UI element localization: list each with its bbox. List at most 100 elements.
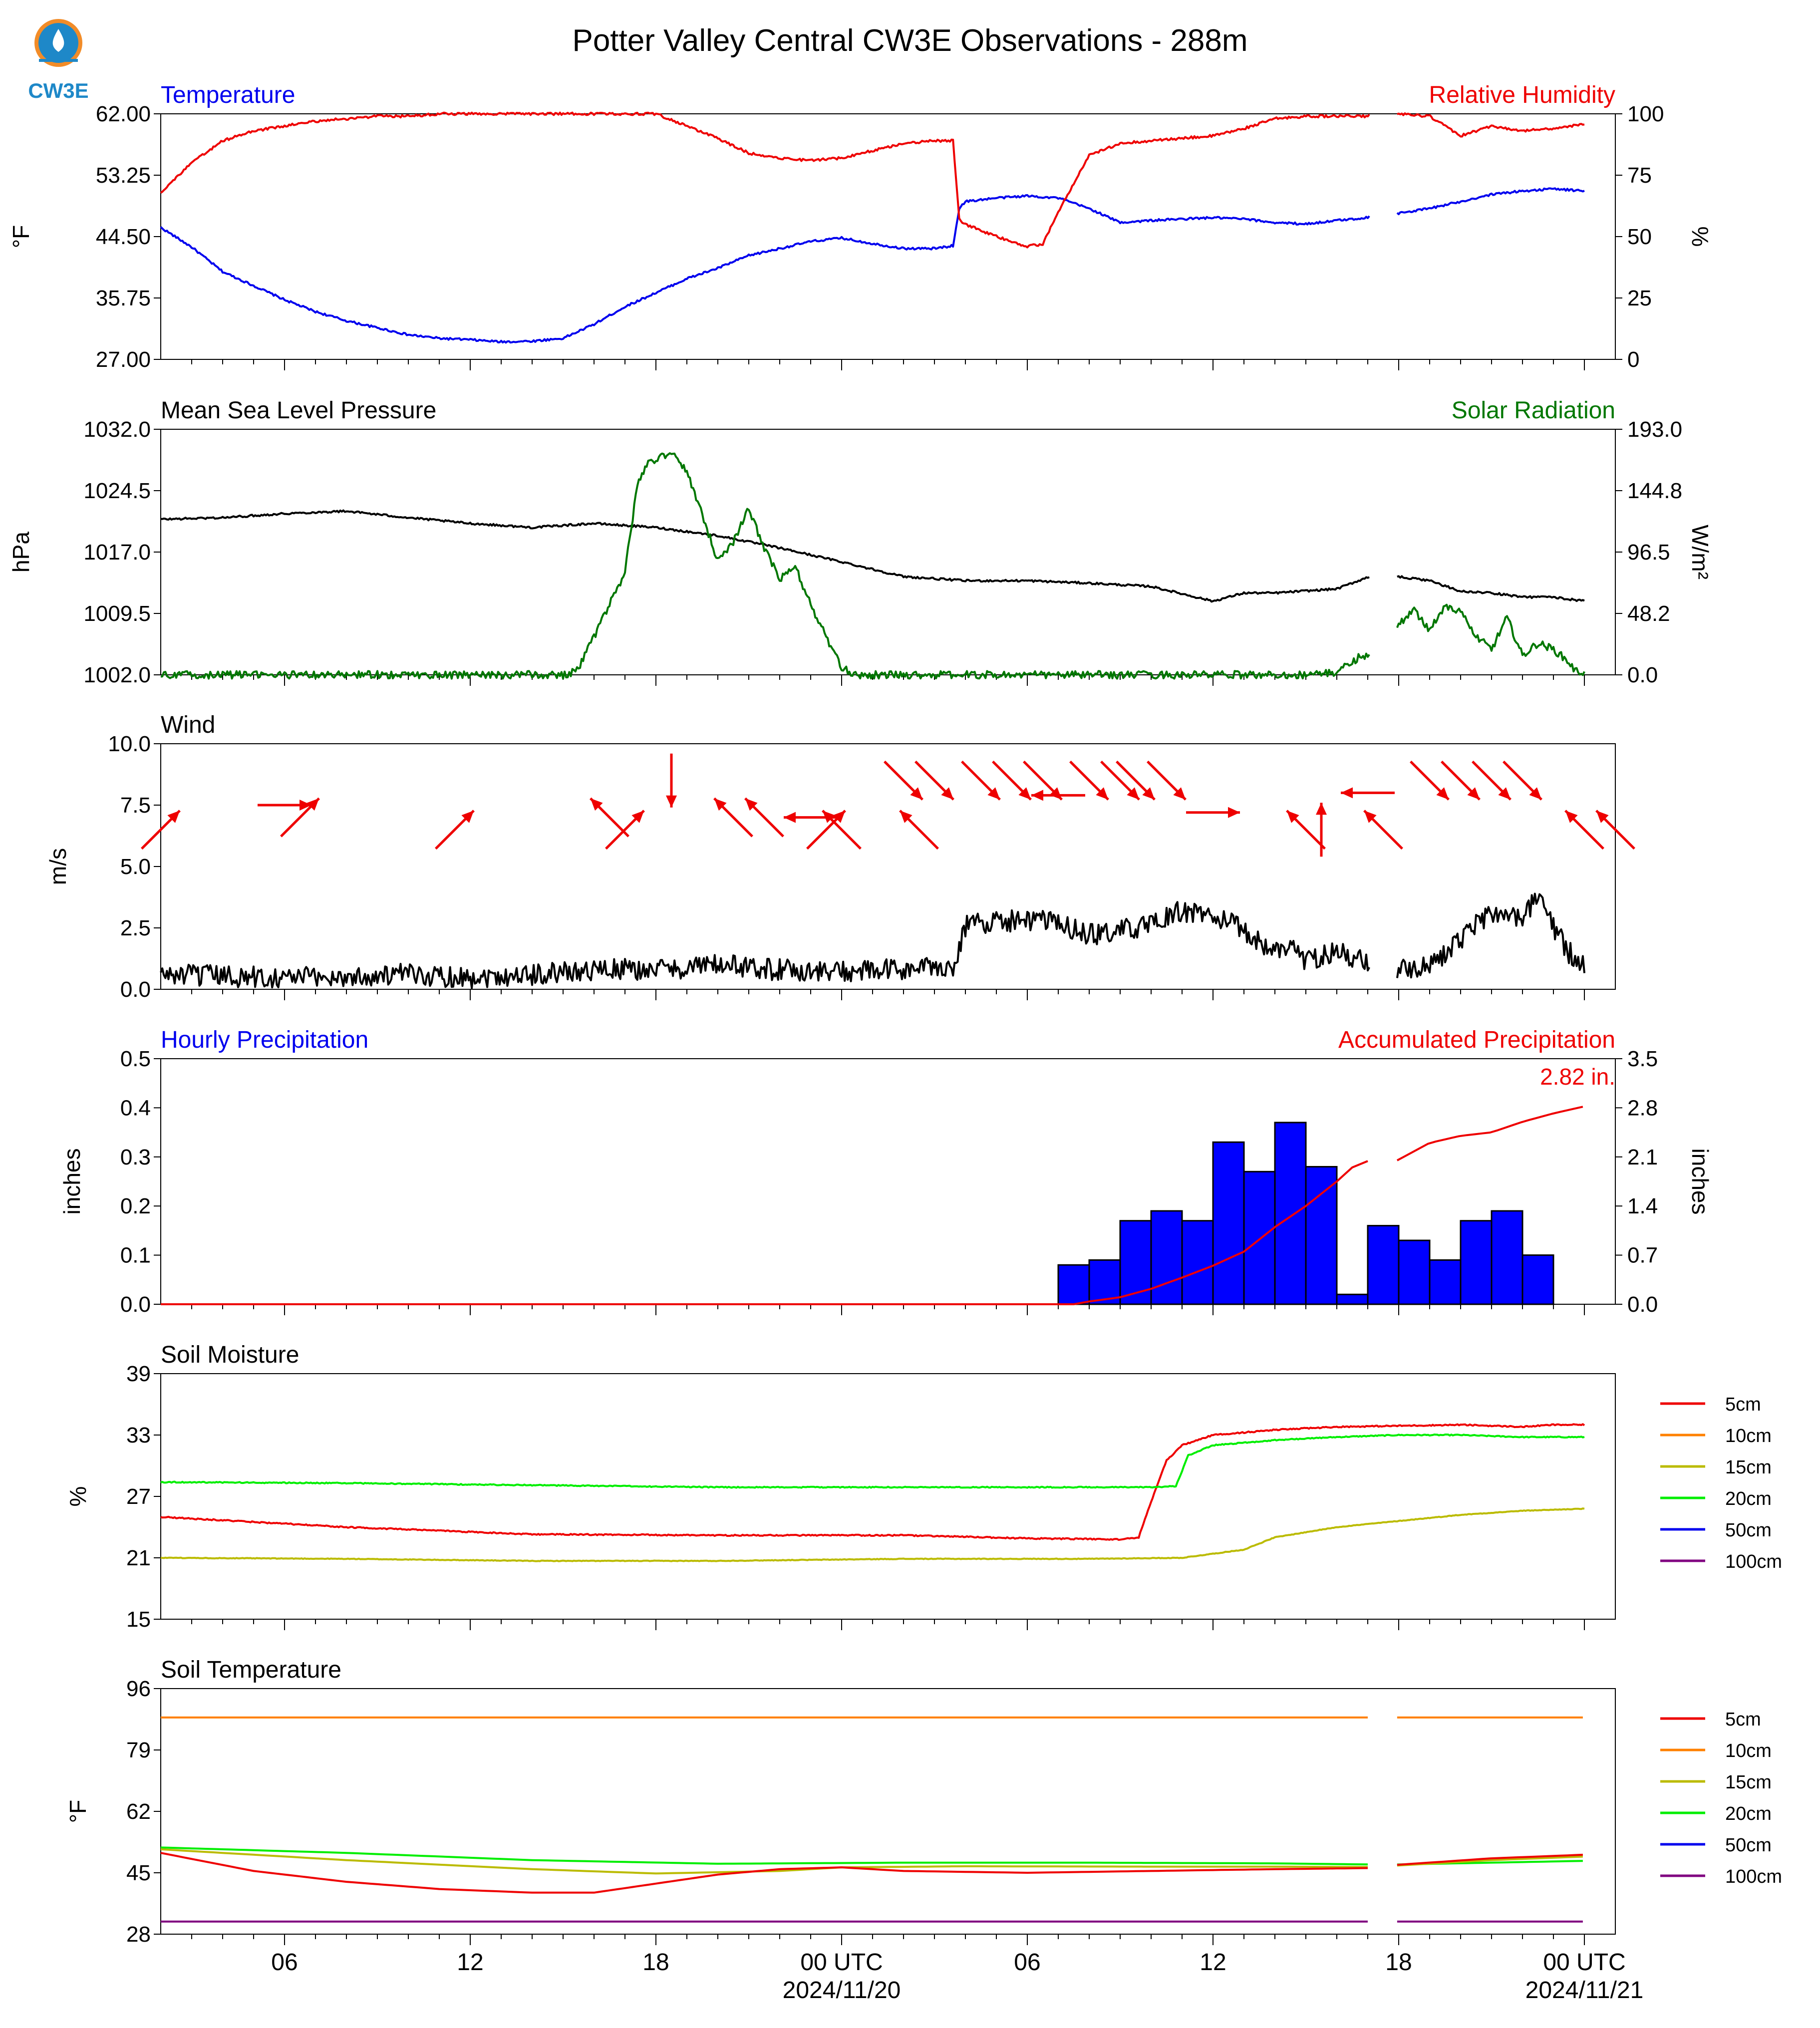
y-right-axis-label: W/m²	[1687, 525, 1713, 579]
x-tick-label: 00 UTC	[1543, 1949, 1625, 1976]
x-date-label: 2024/11/21	[1525, 1977, 1644, 2004]
legend-label: 10cm	[1725, 1426, 1772, 1447]
wind-arrow-head	[784, 812, 796, 823]
wind-arrow	[884, 760, 923, 801]
x-tick-label: 18	[642, 1949, 669, 1976]
wind-arrow-head	[1286, 811, 1299, 823]
x-ticks	[191, 989, 1585, 1000]
wind-arrow-head	[1316, 803, 1327, 815]
y-right-tick-label: 25	[1627, 286, 1652, 310]
precip-bar	[1336, 1293, 1369, 1305]
y-tick-label: 44.50	[96, 225, 151, 249]
panel-soil_temp: 28 45 62 79 96 °F Soil Temperature 5cm 10cm 15cm 2…	[65, 1657, 1782, 2004]
y-tick-label: 0.4	[120, 1096, 151, 1120]
wind-arrow-head	[1364, 811, 1377, 823]
wind-arrow	[1316, 803, 1327, 857]
legend-label: 50cm	[1725, 1520, 1772, 1541]
wind-arrow	[1472, 760, 1512, 801]
wind-arrow-head	[1096, 787, 1109, 800]
panel-temp_rh: 27.00 35.75 44.50 53.25 62.00 0 25 50 75 100 °F % Te…	[8, 82, 1713, 372]
y-tick-label: 0.0	[120, 1292, 151, 1317]
legend-label: 20cm	[1725, 1803, 1772, 1824]
y-right-tick-label: 1.4	[1627, 1194, 1658, 1218]
plot-frame	[160, 429, 1616, 675]
wind-arrow-head	[1031, 790, 1043, 801]
wind-arrow	[435, 810, 475, 850]
series-line-solar-radiation	[160, 452, 1370, 680]
precip-bar	[1521, 1254, 1554, 1305]
legend-label: 15cm	[1725, 1457, 1772, 1478]
wind-arrow-head	[910, 787, 923, 800]
logo-drop-icon	[52, 29, 64, 52]
y-tick-label: 0.3	[120, 1145, 151, 1169]
wind-arrow	[1186, 807, 1240, 818]
panel-title-right: Relative Humidity	[1429, 82, 1615, 108]
wind-arrow-head	[745, 798, 758, 811]
series-line-accumulated-precipitation	[161, 1160, 1368, 1305]
wind-arrow-head	[833, 811, 846, 823]
wind-arrow-head	[900, 811, 912, 823]
wind-arrow-head	[822, 811, 835, 823]
wind-arrow-head	[300, 800, 311, 811]
legend-label: 100cm	[1725, 1551, 1782, 1572]
wind-arrow	[1441, 760, 1481, 801]
panel-wind: 0.0 2.5 5.0 7.5 10.0 m/s Wind	[45, 712, 1635, 1002]
precip-bar	[1181, 1220, 1214, 1305]
chart-title: Potter Valley Central CW3E Observations …	[572, 23, 1247, 58]
wind-arrow	[258, 800, 311, 811]
wind-arrow	[1031, 790, 1085, 801]
series-line-relative-humidity-after-gap	[1397, 112, 1585, 138]
y-axis-label: °F	[8, 225, 34, 249]
wind-arrow	[1116, 760, 1156, 801]
precip-bar	[1367, 1225, 1400, 1305]
wind-arrow	[1595, 810, 1635, 850]
plot-frame	[160, 1373, 1616, 1620]
precip-bar	[1243, 1170, 1276, 1305]
wind-arrow-head	[1228, 807, 1240, 818]
series-line-5cm	[160, 1423, 1585, 1541]
y-tick-label: 33	[126, 1423, 151, 1448]
precip-bar	[1491, 1210, 1523, 1305]
y-tick-label: 1017.0	[83, 540, 151, 565]
y-tick-label: 10.0	[108, 732, 151, 756]
logo-wave-icon	[39, 59, 78, 62]
wind-arrow	[1503, 760, 1542, 801]
y-right-tick-label: 75	[1627, 163, 1652, 188]
wind-arrow	[992, 760, 1032, 801]
precip-bar	[1212, 1141, 1245, 1305]
y-tick-label: 0.2	[120, 1194, 151, 1218]
x-tick-label: 12	[1200, 1949, 1226, 1976]
wind-arrow-head	[461, 811, 474, 823]
y-tick-label: 45	[126, 1861, 151, 1885]
legend-label: 20cm	[1725, 1488, 1772, 1509]
y-tick-label: 5.0	[120, 855, 151, 879]
y-tick-label: 96	[126, 1677, 151, 1701]
series-line-20cm	[160, 1846, 1368, 1866]
y-right-tick-label: 193.0	[1627, 417, 1682, 442]
panel-precip: 0.0 0.1 0.2 0.3 0.4 0.5 0.0 0.7 1.4 2.1 2.8 3.5 inch…	[59, 1027, 1713, 1317]
wind-arrow	[961, 760, 1001, 801]
precip-bar	[1429, 1259, 1462, 1305]
y-tick-label: 1032.0	[83, 417, 151, 442]
y-right-tick-label: 2.1	[1627, 1145, 1658, 1169]
legend-label: 50cm	[1725, 1835, 1772, 1856]
y-right-tick-label: 100	[1627, 102, 1664, 126]
wind-arrow-head	[1142, 787, 1155, 800]
plot-frame	[160, 1688, 1616, 1935]
x-date-label: 2024/11/20	[783, 1977, 901, 2004]
series-line-mean-sea-level-pressure	[160, 509, 1370, 603]
precip-bar	[1119, 1220, 1152, 1305]
wind-arrow	[1069, 760, 1109, 801]
wind-arrow	[1147, 760, 1187, 801]
series-line-solar-radiation-after-gap	[1396, 603, 1585, 676]
wind-arrow	[141, 810, 181, 850]
panel-pressure_solar: 1002.0 1009.5 1017.0 1024.5 1032.0 0.0 48.2 96.…	[8, 397, 1713, 687]
legend-label: 5cm	[1725, 1394, 1761, 1415]
y-axis-label: °F	[65, 1800, 91, 1823]
series-line-wind	[160, 901, 1370, 989]
series-line-temperature-after-gap	[1396, 187, 1585, 216]
y-right-tick-label: 96.5	[1627, 540, 1670, 565]
x-tick-label: 06	[1014, 1949, 1040, 1976]
legend-label: 5cm	[1725, 1709, 1761, 1730]
